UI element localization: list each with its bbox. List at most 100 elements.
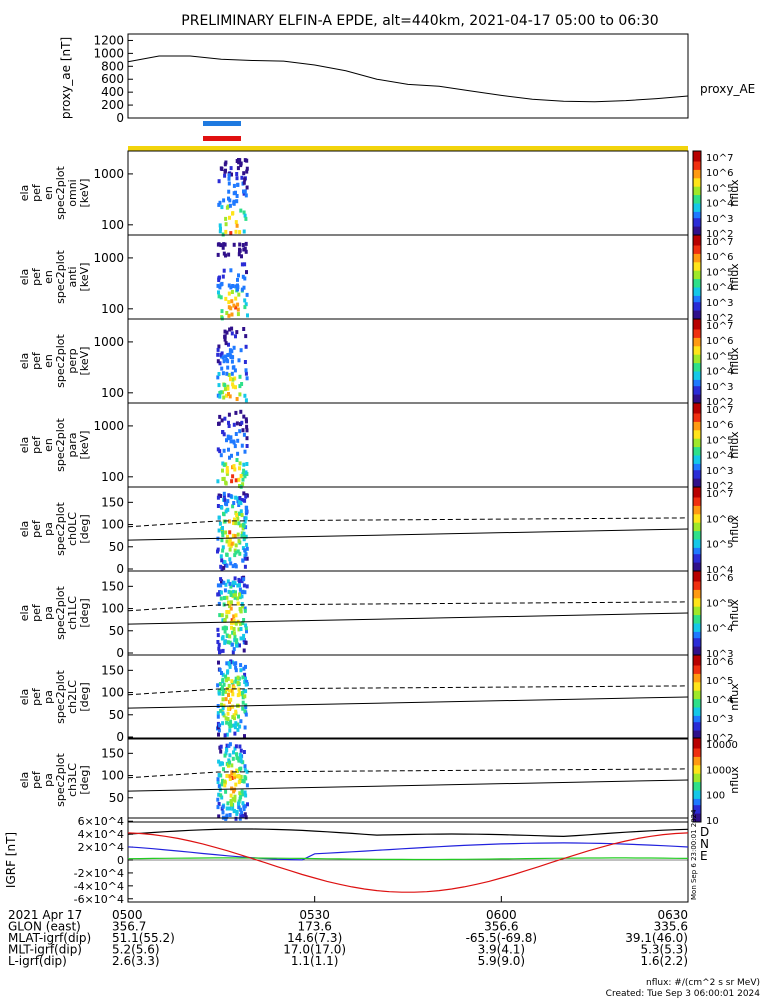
colorbar-cell <box>693 518 701 522</box>
colorbar-cell <box>693 680 701 683</box>
spectro-cell <box>244 302 248 307</box>
spectro-cell <box>217 179 221 184</box>
colorbar-cell <box>693 388 701 391</box>
colorbar-cell <box>693 447 701 450</box>
colorbar-cell <box>693 497 701 501</box>
colorbar-cell <box>693 428 701 431</box>
colorbar-cell <box>693 730 701 734</box>
spectro-cell <box>227 610 231 615</box>
spectro-cell <box>227 373 231 377</box>
spectro-cell <box>234 613 238 618</box>
proxy-ae-ylabel: proxy_ae [nT] <box>59 37 73 119</box>
colorbar-cell <box>693 220 701 223</box>
spectro-cell <box>240 789 244 794</box>
panel-label-line: pef <box>30 603 43 622</box>
colorbar-cell <box>693 180 701 183</box>
spectro-cell <box>234 550 238 555</box>
colorbar-tick-label: 10^2 <box>706 313 733 324</box>
spectro-cell <box>239 807 243 812</box>
spectro-cell <box>243 812 247 817</box>
panel-para: ela pef en spec2plot para [keV]1000 100 <box>18 402 689 489</box>
colorbar-cell <box>693 703 701 706</box>
colorbar-cell <box>693 451 701 454</box>
spectro-cell <box>245 556 249 561</box>
spectro-cell <box>226 507 230 512</box>
colorbar-perp: 10^7 10^6 10^5 10^4 10^3 10^2 nflux <box>692 318 741 408</box>
colorbar-cell <box>693 676 701 679</box>
spectro-cell <box>217 728 221 733</box>
spectro-cell <box>232 618 236 623</box>
spectro-cell <box>218 762 222 767</box>
spectro-cell <box>221 685 224 690</box>
colorbar-cell <box>693 573 701 576</box>
spectro-cell <box>217 515 221 520</box>
spectro-cell <box>236 277 239 282</box>
panel-frame <box>127 486 689 572</box>
colorbar-cell <box>693 199 701 202</box>
colorbar-cell <box>693 512 701 515</box>
spectro-cell <box>216 583 220 588</box>
footer-value: 5.2(5.6) <box>112 943 160 957</box>
panel-label-line: pef <box>30 267 43 286</box>
anti-loss-cone-line <box>127 685 689 696</box>
spectro-cell <box>238 816 242 821</box>
colorbar-tick-label: 10^6 <box>706 336 733 347</box>
spectro-cell <box>229 166 233 171</box>
colorbar-cell <box>693 718 701 721</box>
spectro-cell <box>238 744 242 749</box>
spectro-cell <box>228 806 231 811</box>
colorbar-cell <box>693 489 701 492</box>
spectro-cell <box>229 600 233 605</box>
spectro-cell <box>232 501 236 505</box>
colorbar-tick-label: 10^5 <box>706 435 733 446</box>
spectro-cell <box>220 613 224 618</box>
colorbar-cell <box>693 705 701 708</box>
spectro-cell <box>218 200 222 205</box>
colorbar-cell <box>693 373 701 377</box>
spectro-cell <box>243 804 247 809</box>
colorbar-cell <box>693 794 701 798</box>
panel-tick-label: 100 <box>101 218 124 232</box>
spectro-cell <box>240 262 244 267</box>
footer-ephemeris: 2021 Apr 17 0500 0530 0600 0630 GLON (east) 35… <box>8 908 688 968</box>
colorbar-cell <box>693 678 701 681</box>
spectro-cell <box>234 668 238 673</box>
footer-value: 173.6 <box>297 920 331 934</box>
spectro-cell <box>224 697 228 702</box>
igrf-legend-d: D <box>700 825 709 839</box>
spectro-cell <box>242 577 246 582</box>
spectro-cell <box>232 647 236 652</box>
spectro-cell <box>224 530 228 535</box>
spectro-cell <box>230 642 234 647</box>
colorbar-cell <box>693 400 701 404</box>
colorbar-cell <box>693 550 701 553</box>
colorbar-tick-label: 10^4 <box>706 565 733 576</box>
spectro-cell <box>225 371 229 376</box>
footer-value: 2.6(3.3) <box>112 954 160 968</box>
colorbar-tick-label: 10^4 <box>706 199 733 210</box>
colorbar-cell <box>693 798 701 802</box>
spectro-cell <box>234 305 238 310</box>
spectro-cell <box>225 610 229 614</box>
colorbar-cell <box>693 445 701 448</box>
colorbar-cell <box>693 740 701 743</box>
spectro-cell <box>234 495 238 500</box>
spectro-cell <box>241 700 245 705</box>
colorbar-cell <box>693 487 701 490</box>
spectro-cell <box>234 709 238 714</box>
spectro-cell <box>239 348 243 353</box>
colorbar-cell <box>693 577 701 580</box>
colorbar-cell <box>693 340 701 343</box>
spectro-cell <box>233 775 237 780</box>
spectro-cell <box>225 539 229 544</box>
spectro-cell <box>219 793 223 798</box>
spectro-cell <box>218 229 222 234</box>
spectro-cell <box>226 579 230 584</box>
panel-label-line: pa <box>42 690 55 704</box>
colorbar-cell <box>693 613 701 616</box>
colorbar-cell <box>693 636 701 639</box>
spectro-cell <box>242 462 246 467</box>
spectro-cell <box>223 383 227 388</box>
spectro-cell <box>224 296 228 301</box>
colorbar-cell <box>693 661 701 664</box>
